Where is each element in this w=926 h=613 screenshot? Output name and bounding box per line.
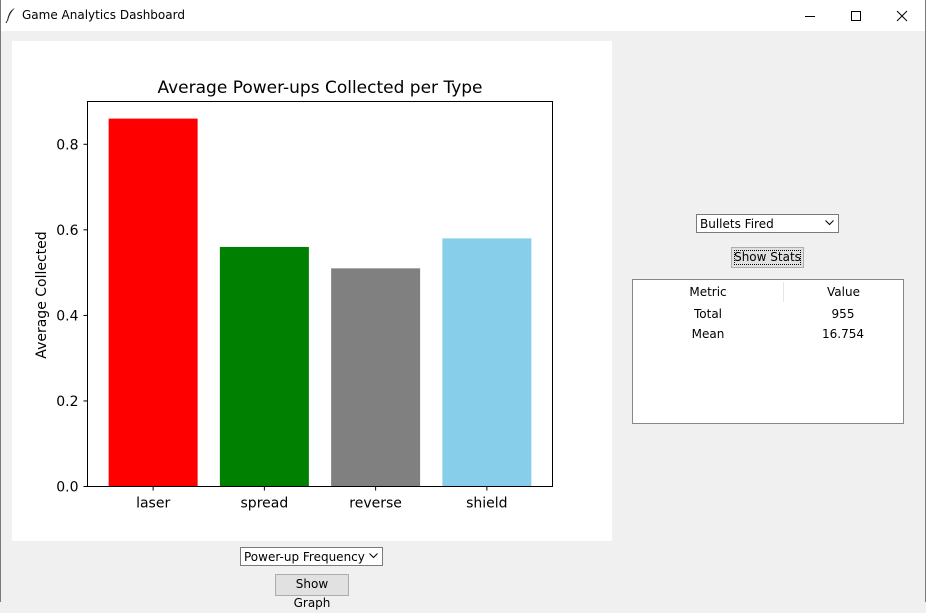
close-button[interactable] bbox=[879, 0, 925, 31]
plot-frame bbox=[87, 101, 553, 487]
y-tick-label: 0.0 bbox=[56, 480, 78, 496]
window-title: Game Analytics Dashboard bbox=[22, 8, 185, 22]
value-cell: 16.754 bbox=[822, 327, 864, 341]
x-tick-label: spread bbox=[241, 496, 289, 512]
maximize-icon bbox=[851, 10, 861, 21]
table-row[interactable]: Total 955 bbox=[633, 304, 903, 324]
graph-type-selected: Power-up Frequency bbox=[244, 550, 365, 564]
bar-shield bbox=[442, 238, 532, 487]
close-icon bbox=[896, 10, 908, 21]
table-row[interactable]: Mean 16.754 bbox=[633, 324, 903, 344]
minimize-icon bbox=[805, 15, 815, 17]
x-tick-label: laser bbox=[136, 496, 170, 512]
column-header-value[interactable]: Value bbox=[827, 285, 860, 299]
bar-spread bbox=[219, 246, 309, 487]
show-stats-label: Show Stats bbox=[734, 250, 801, 264]
metric-cell: Mean bbox=[691, 327, 725, 341]
minimize-button[interactable] bbox=[787, 0, 833, 31]
show-graph-button[interactable]: Show Graph bbox=[275, 574, 349, 610]
maximize-button[interactable] bbox=[833, 0, 879, 31]
value-cell: 955 bbox=[831, 307, 855, 321]
stat-type-selected: Bullets Fired bbox=[700, 217, 774, 231]
stat-type-dropdown[interactable]: Bullets Fired bbox=[696, 214, 839, 233]
bar-chart: Average Power-ups Collected per Type Ave… bbox=[34, 78, 553, 512]
y-tick-label: 0.8 bbox=[56, 137, 78, 153]
chart-title: Average Power-ups Collected per Type bbox=[157, 78, 482, 98]
feather-icon bbox=[5, 7, 17, 24]
bar-reverse bbox=[331, 268, 421, 487]
stats-table[interactable]: Metric Value Total 955 Mean 16.754 bbox=[632, 279, 904, 424]
title-bar: Game Analytics Dashboard bbox=[0, 0, 926, 31]
graph-type-dropdown[interactable]: Power-up Frequency bbox=[240, 547, 383, 566]
y-tick-label: 0.4 bbox=[56, 308, 78, 324]
y-tick-label: 0.6 bbox=[56, 223, 78, 239]
x-tick-label: shield bbox=[466, 496, 507, 512]
chevron-down-icon bbox=[825, 220, 834, 226]
show-stats-button[interactable]: Show Stats bbox=[731, 247, 804, 268]
x-tick-label: reverse bbox=[349, 496, 402, 512]
stats-table-header: Metric Value bbox=[633, 280, 903, 304]
chevron-down-icon bbox=[369, 553, 378, 559]
bar-laser bbox=[108, 118, 198, 487]
show-graph-label: Show Graph bbox=[293, 577, 331, 610]
chart-canvas: Average Power-ups Collected per Type Ave… bbox=[12, 41, 612, 541]
column-header-metric[interactable]: Metric bbox=[689, 285, 727, 299]
metric-cell: Total bbox=[693, 307, 723, 321]
chart-y-axis-label: Average Collected bbox=[34, 231, 50, 358]
y-tick-label: 0.2 bbox=[56, 394, 78, 410]
